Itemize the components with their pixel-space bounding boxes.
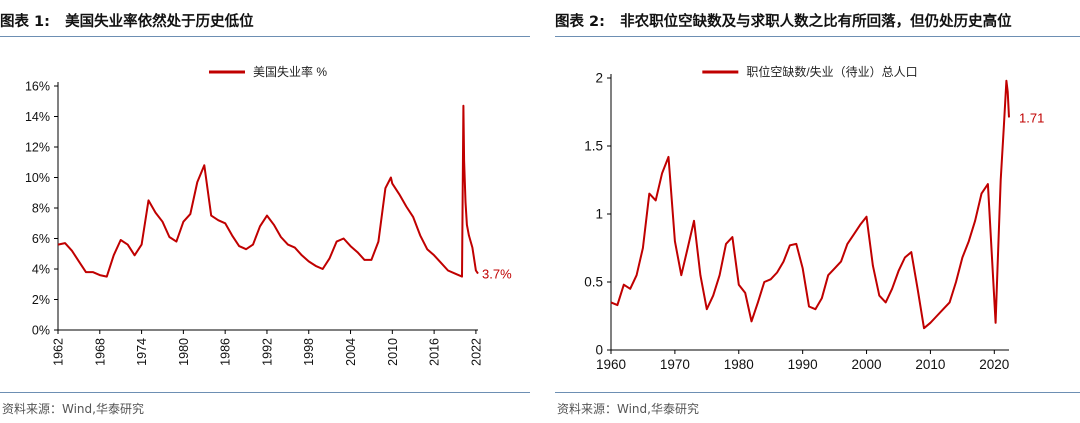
y-tick-label: 2	[595, 71, 603, 86]
x-tick-label: 1986	[219, 338, 233, 366]
figure-2-source: 资料来源：Wind,华泰研究	[557, 402, 699, 416]
figure-1-title: 图表 1: 美国失业率依然处于历史低位	[0, 10, 530, 34]
annotation-label: 3.7%	[482, 267, 512, 282]
y-tick-label: 8%	[32, 202, 50, 216]
figure-1-title-text: 美国失业率依然处于历史低位	[65, 14, 254, 30]
y-tick-label: 1	[595, 207, 603, 222]
x-tick-label: 1992	[260, 338, 274, 366]
series-line	[57, 104, 479, 278]
figure-1-label: 图表 1:	[0, 14, 50, 30]
figure-1-bottom-rule	[0, 392, 530, 393]
vacancy-ratio-chart: 0 0.5 1 1.5 2 1960 1970 1980 1990 2000 2010 2020 职位空…	[584, 64, 1044, 372]
legend-label: 职位空缺数/失业（待业）总人口	[746, 64, 917, 79]
y-tick-label: 0%	[32, 324, 50, 338]
y-tick-label: 2%	[32, 293, 50, 307]
y-tick-label: 14%	[25, 110, 50, 124]
x-tick-label: 2000	[852, 357, 882, 372]
x-tick-label: 1980	[177, 338, 191, 366]
figure-2-top-rule	[555, 36, 1080, 37]
figure-1-source: 资料来源：Wind,华泰研究	[2, 402, 144, 416]
x-tick-label: 2022	[469, 338, 483, 366]
x-tick-label: 1998	[302, 338, 316, 366]
unemployment-chart: 0% 2% 4% 6% 8% 10% 12% 14% 16% 1962 1968 1974 1980 19…	[25, 64, 512, 366]
x-tick-label: 1990	[788, 357, 818, 372]
figure-2-title: 图表 2: 非农职位空缺数及与求职人数之比有所回落，但仍处历史高位	[555, 10, 1080, 34]
x-tick-label: 1970	[660, 357, 690, 372]
figure-2-bottom-rule	[555, 392, 1080, 393]
y-tick-label: 0	[595, 343, 603, 358]
series-line	[610, 79, 1010, 330]
figure-2-label: 图表 2:	[555, 14, 605, 30]
x-tick-label: 1974	[135, 338, 149, 366]
y-tick-label: 0.5	[584, 275, 603, 290]
x-tick-label: 2016	[428, 338, 442, 366]
y-tick-label: 1.5	[584, 139, 603, 154]
x-tick-label: 1962	[52, 338, 66, 366]
x-tick-label: 2020	[979, 357, 1009, 372]
x-tick-label: 2010	[915, 357, 945, 372]
x-tick-label: 1980	[724, 357, 754, 372]
x-tick-label: 2004	[344, 338, 358, 366]
y-tick-label: 4%	[32, 263, 50, 277]
figure-1: 图表 1: 美国失业率依然处于历史低位 0% 2% 4% 6% 8% 10% 12% 14% 1…	[0, 0, 530, 423]
x-tick-label: 1960	[596, 357, 626, 372]
figure-1-top-rule	[0, 36, 530, 37]
legend-label: 美国失业率 %	[253, 64, 327, 79]
figure-2: 图表 2: 非农职位空缺数及与求职人数之比有所回落，但仍处历史高位 0 0.5 1 1…	[555, 0, 1080, 423]
annotation-label: 1.71	[1019, 110, 1044, 125]
y-tick-label: 10%	[25, 171, 50, 185]
y-tick-label: 6%	[32, 232, 50, 246]
x-tick-label: 1968	[93, 338, 107, 366]
y-tick-label: 12%	[25, 141, 50, 155]
y-tick-label: 16%	[25, 80, 50, 94]
figure-2-title-text: 非农职位空缺数及与求职人数之比有所回落，但仍处历史高位	[620, 14, 1012, 30]
x-tick-label: 2010	[386, 338, 400, 366]
